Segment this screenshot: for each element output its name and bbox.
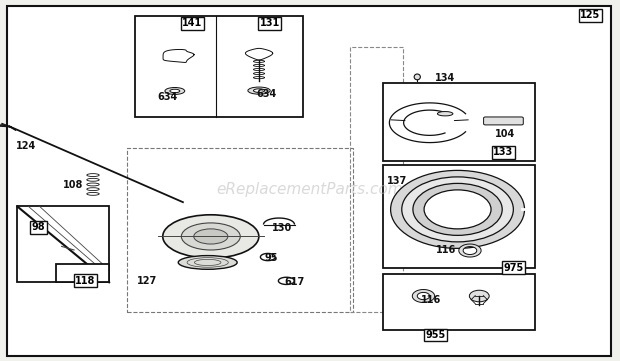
- Text: 116: 116: [436, 245, 456, 255]
- Text: 134: 134: [435, 73, 455, 83]
- Bar: [135, 16, 303, 117]
- Text: 634: 634: [157, 92, 177, 103]
- Ellipse shape: [162, 215, 259, 258]
- Text: 108: 108: [63, 180, 83, 190]
- Circle shape: [424, 190, 491, 229]
- Text: 125: 125: [580, 10, 600, 20]
- Ellipse shape: [165, 87, 185, 95]
- Text: 617: 617: [285, 277, 304, 287]
- Bar: [17, 206, 109, 282]
- Text: eReplacementParts.com: eReplacementParts.com: [216, 182, 404, 197]
- Bar: [56, 264, 109, 282]
- Text: 955: 955: [425, 330, 445, 340]
- Text: 130: 130: [272, 223, 292, 233]
- Ellipse shape: [170, 89, 180, 93]
- Text: 104: 104: [495, 129, 515, 139]
- Circle shape: [402, 177, 513, 242]
- Text: 95: 95: [265, 253, 278, 263]
- Text: 137: 137: [387, 176, 407, 186]
- Ellipse shape: [254, 89, 265, 92]
- Bar: [383, 165, 535, 268]
- Ellipse shape: [193, 229, 228, 244]
- Ellipse shape: [414, 74, 420, 80]
- Text: 116: 116: [421, 295, 441, 305]
- Ellipse shape: [248, 87, 270, 94]
- Ellipse shape: [179, 256, 237, 269]
- Circle shape: [413, 183, 502, 235]
- Text: 118: 118: [76, 276, 95, 286]
- Text: 975: 975: [503, 263, 523, 273]
- Text: 131: 131: [260, 18, 280, 29]
- Text: 124: 124: [16, 141, 36, 151]
- Ellipse shape: [437, 112, 453, 116]
- Bar: [383, 83, 535, 161]
- Text: 98: 98: [32, 222, 45, 232]
- FancyBboxPatch shape: [484, 117, 523, 125]
- Bar: [350, 47, 403, 312]
- Text: 634: 634: [257, 89, 277, 99]
- Circle shape: [469, 290, 489, 302]
- Circle shape: [391, 170, 525, 248]
- Bar: [127, 148, 353, 312]
- Bar: [383, 274, 535, 330]
- Ellipse shape: [182, 223, 241, 250]
- Text: 133: 133: [494, 147, 513, 157]
- Text: 127: 127: [138, 276, 157, 286]
- Text: 141: 141: [182, 18, 202, 29]
